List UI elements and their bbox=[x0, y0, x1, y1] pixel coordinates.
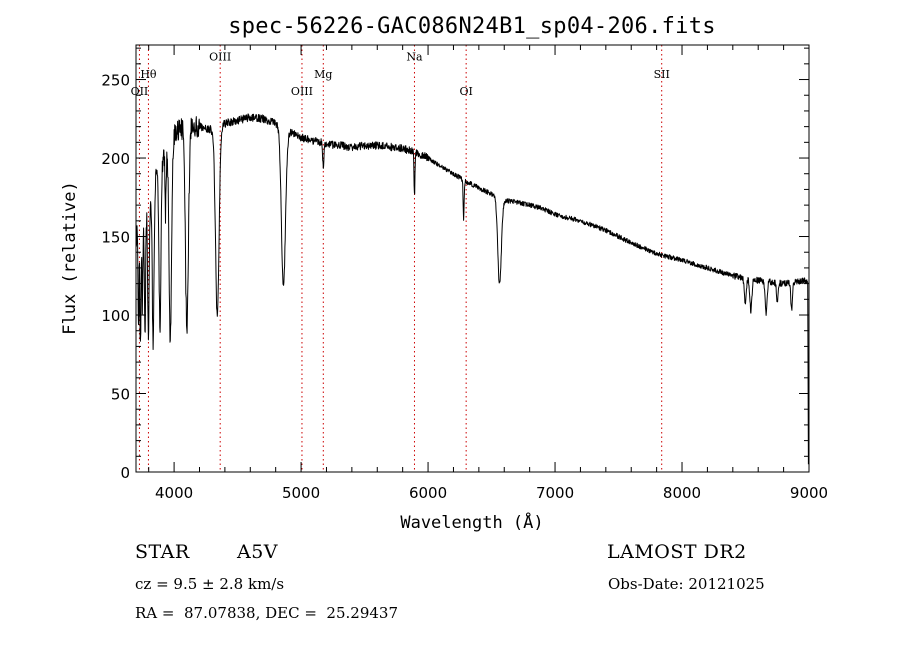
line-marker-label: Mg bbox=[314, 68, 332, 81]
spectrum-series-line bbox=[135, 113, 809, 465]
spectral-subclass: A5V bbox=[237, 541, 279, 563]
line-marker-label: OI bbox=[459, 85, 472, 98]
redshift-readout: cz = 9.5 ± 2.8 km/s bbox=[135, 575, 285, 593]
coordinates-readout: RA = 87.07838, DEC = 25.29437 bbox=[135, 604, 399, 622]
x-axis-label: Wavelength (Å) bbox=[400, 511, 543, 533]
y-tick-label: 0 bbox=[120, 464, 130, 482]
chart-title: spec-56226-GAC086N24B1_sp04-206.fits bbox=[228, 14, 716, 39]
observation-date: Obs-Date: 20121025 bbox=[608, 575, 765, 593]
line-marker-label: SII bbox=[654, 68, 670, 81]
line-marker-label: OII bbox=[131, 85, 149, 98]
line-marker-label: OIII bbox=[291, 85, 313, 98]
line-marker-label: Na bbox=[406, 51, 423, 64]
y-tick-label: 200 bbox=[101, 150, 130, 168]
y-tick-label: 50 bbox=[111, 386, 130, 404]
survey-name: LAMOST DR2 bbox=[607, 541, 747, 563]
x-tick-label: 6000 bbox=[409, 484, 447, 502]
plot-frame bbox=[135, 44, 810, 473]
y-tick-label: 150 bbox=[101, 229, 130, 247]
x-tick-label: 9000 bbox=[790, 484, 828, 502]
x-tick-label: 8000 bbox=[663, 484, 701, 502]
line-marker-label: OIII bbox=[209, 51, 231, 64]
y-tick-label: 250 bbox=[101, 72, 130, 90]
object-class: STAR bbox=[135, 541, 190, 563]
x-tick-label: 5000 bbox=[282, 484, 320, 502]
line-marker-label: Hθ bbox=[140, 68, 157, 81]
axis-layer: 4000 5000 6000 7000 8000 9000 0 50 100 150 200 250 bbox=[101, 45, 828, 502]
y-tick-label: 100 bbox=[101, 307, 130, 325]
x-tick-label: 4000 bbox=[155, 484, 193, 502]
x-tick-label: 7000 bbox=[536, 484, 574, 502]
y-axis-label: Flux (relative) bbox=[60, 181, 80, 335]
